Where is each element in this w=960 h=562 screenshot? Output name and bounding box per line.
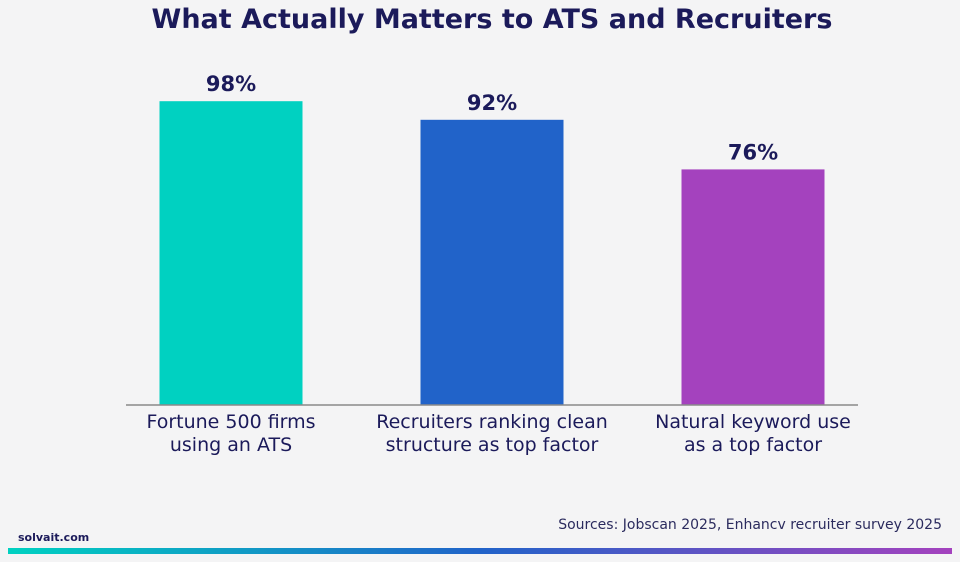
bar-3 — [681, 169, 825, 405]
source-note: Sources: Jobscan 2025, Enhancv recruiter… — [558, 517, 942, 533]
category-label-1-line-1: Fortune 500 firms — [146, 411, 315, 433]
value-label-3: 76% — [728, 140, 778, 164]
bars-group — [159, 101, 825, 406]
chart-title: What Actually Matters to ATS and Recruit… — [152, 4, 833, 35]
category-label-2-line-2: structure as top factor — [386, 434, 599, 456]
category-label-1-line-2: using an ATS — [170, 434, 292, 456]
category-label-3-line-1: Natural keyword use — [655, 411, 851, 433]
value-label-2: 92% — [467, 91, 517, 115]
category-label-2-line-1: Recruiters ranking clean — [376, 411, 608, 433]
brand-label: solvait.com — [18, 531, 89, 544]
value-label-1: 98% — [206, 72, 256, 96]
footer-gradient-bar — [8, 548, 952, 554]
bar-2 — [420, 119, 564, 406]
bar-1 — [159, 101, 303, 405]
value-labels-group: 98% 92% 76% — [206, 72, 778, 164]
category-label-3-line-2: as a top factor — [684, 434, 822, 456]
